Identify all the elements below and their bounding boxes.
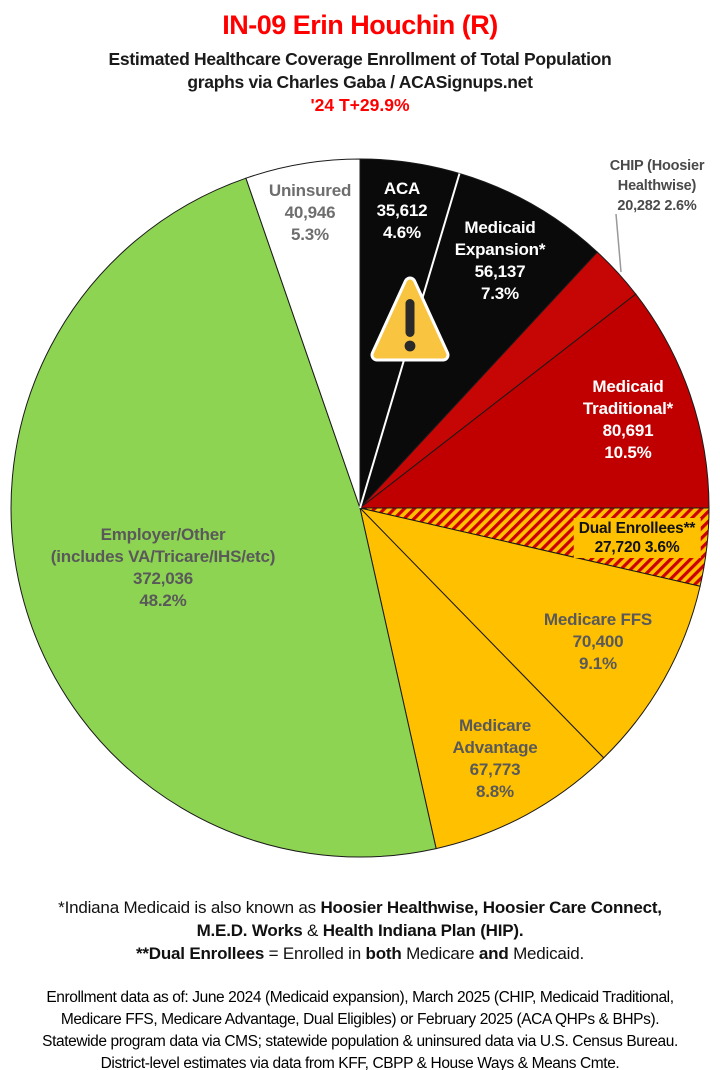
footnote-segment: Medicare — [401, 944, 479, 963]
footnote-segment: M.E.D. Works — [196, 921, 303, 940]
footnote-segment: *Indiana Medicaid is also known as — [58, 898, 321, 917]
trend-badge: '24 T+29.9% — [310, 95, 410, 115]
footnote-segment: Hoosier Healthwise, Hoosier Care Connect… — [320, 898, 662, 917]
chart-credit: graphs via Charles Gaba / ACASignups.net — [187, 72, 533, 92]
footnote-segment: & — [302, 921, 323, 940]
chip-leader-line — [615, 213, 622, 273]
pie-slice-employer-other — [10, 177, 437, 858]
footnote-segment: **Dual Enrollees — [135, 944, 265, 963]
footnote-segment: both — [365, 944, 402, 963]
pie-slice-medicaid-traditional — [358, 293, 710, 509]
source-line: Medicare FFS, Medicare Advantage, Dual E… — [60, 1011, 660, 1028]
footnotes: *Indiana Medicaid is also known as Hoosi… — [0, 896, 720, 965]
source-line: Statewide program data via CMS; statewid… — [42, 1033, 678, 1050]
footnote-segment: Health Indiana Plan (HIP). — [322, 921, 524, 940]
chart-subtitle: Estimated Healthcare Coverage Enrollment… — [108, 49, 612, 69]
footnote-line: M.E.D. Works & Health Indiana Plan (HIP)… — [0, 919, 720, 942]
footnote-segment: = Enrolled in — [264, 944, 366, 963]
chart-title: IN-09 Erin Houchin (R) — [222, 10, 498, 40]
footnote-segment: Medicaid. — [508, 944, 585, 963]
footnote-segment: and — [478, 944, 509, 963]
footnote-line: *Indiana Medicaid is also known as Hoosi… — [0, 896, 720, 919]
footnote-line: **Dual Enrollees = Enrolled in both Medi… — [0, 942, 720, 965]
pie-slice-medicaid-expansion — [359, 172, 599, 509]
pie-slice-medicare-advantage — [359, 506, 605, 850]
warning-triangle-icon — [370, 276, 450, 362]
source-note: Enrollment data as of: June 2024 (Medica… — [0, 987, 720, 1070]
pie-slice-medicare-ffs — [358, 507, 701, 759]
source-line: District-level estimates via data from K… — [100, 1055, 620, 1070]
source-line: Enrollment data as of: June 2024 (Medica… — [46, 989, 674, 1006]
pie-slice-uninsured — [245, 158, 361, 509]
